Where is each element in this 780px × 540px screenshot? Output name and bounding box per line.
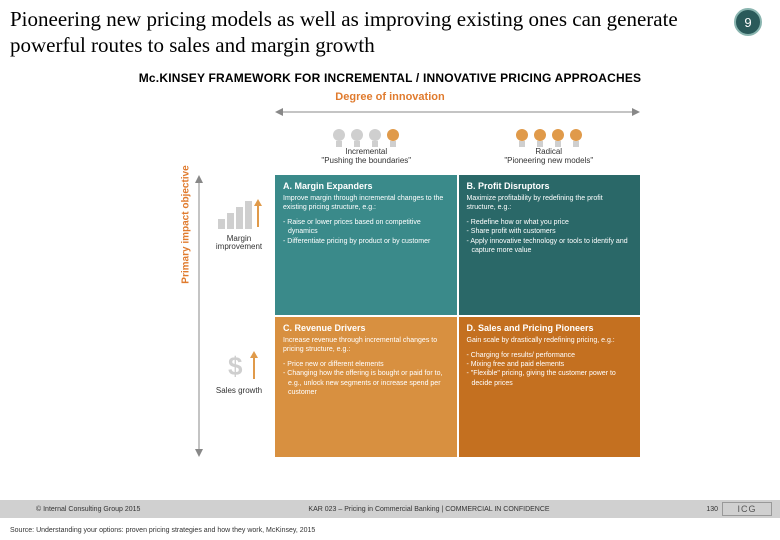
column-headers: Incremental "Pushing the boundaries" Rad… <box>275 147 640 165</box>
source-citation: Source: Understanding your options: prov… <box>10 527 315 534</box>
bars-arrow-icon <box>214 197 264 231</box>
footer-copyright: © Internal Consulting Group 2015 <box>0 506 200 513</box>
lightbulb-icon <box>569 127 583 149</box>
quad-bullet: - Changing how the offering is bought or… <box>283 369 449 397</box>
lightbulb-icon <box>350 127 364 149</box>
quad-bullet: - Share profit with customers <box>467 227 633 236</box>
bulbs-incremental <box>275 117 458 149</box>
lightbulb-icon <box>515 127 529 149</box>
slide-title: Pioneering new pricing models as well as… <box>0 0 780 65</box>
col1-title: Incremental <box>275 147 458 156</box>
col-header-radical: Radical "Pioneering new models" <box>458 147 641 165</box>
col1-sub: "Pushing the boundaries" <box>275 156 458 165</box>
quadrant-grid: A. Margin Expanders Improve margin throu… <box>275 175 640 457</box>
quad-c-bullets: - Price new or different elements - Chan… <box>283 360 449 398</box>
quad-c-title: C. Revenue Drivers <box>283 323 449 333</box>
quad-c-body: Increase revenue through incremental cha… <box>283 336 449 354</box>
y-axis-label: Primary impact objective <box>181 154 192 294</box>
col-header-incremental: Incremental "Pushing the boundaries" <box>275 147 458 165</box>
x-axis-arrow <box>275 107 640 117</box>
quad-bullet: - Redefine how or what you price <box>467 218 633 227</box>
quad-bullet: - "Flexible" pricing, giving the custome… <box>467 369 633 388</box>
y-axis-arrow <box>194 175 204 457</box>
quad-d-body: Gain scale by drastically redefining pri… <box>467 336 633 345</box>
quad-a-body: Improve margin through incremental chang… <box>283 194 449 212</box>
quad-bullet: - Apply innovative technology or tools t… <box>467 237 633 256</box>
bulbs-radical <box>458 117 641 149</box>
framework-diagram: Degree of innovation Incremental "Pushin… <box>120 89 660 469</box>
quad-bullet: - Raise or lower prices based on competi… <box>283 218 449 237</box>
footer-page-number: 130 <box>658 506 718 513</box>
svg-text:$: $ <box>228 351 243 381</box>
quad-bullet: - Differentiate pricing by product or by… <box>283 237 449 246</box>
bulbs-row <box>275 117 640 149</box>
quad-bullet: - Mixing free and paid elements <box>467 360 633 369</box>
footer-bar: © Internal Consulting Group 2015 KAR 023… <box>0 500 780 518</box>
quad-b-body: Maximize profitability by redefining the… <box>467 194 633 212</box>
col2-sub: "Pioneering new models" <box>458 156 641 165</box>
row-icon-margin: Margin improvement <box>206 197 272 253</box>
lightbulb-icon <box>533 127 547 149</box>
quadrant-a-margin-expanders: A. Margin Expanders Improve margin throu… <box>275 175 457 315</box>
quad-b-title: B. Profit Disruptors <box>467 181 633 191</box>
quad-d-title: D. Sales and Pricing Pioneers <box>467 323 633 333</box>
quad-a-title: A. Margin Expanders <box>283 181 449 191</box>
x-axis-label: Degree of innovation <box>120 91 660 103</box>
quad-bullet: - Price new or different elements <box>283 360 449 369</box>
quadrant-d-sales-pricing-pioneers: D. Sales and Pricing Pioneers Gain scale… <box>459 317 641 457</box>
quad-bullet: - Charging for results/ performance <box>467 351 633 360</box>
lightbulb-icon <box>332 127 346 149</box>
footer-logo: ICG <box>722 502 772 516</box>
row1-caption: Margin improvement <box>206 235 272 253</box>
page-number-badge: 9 <box>734 8 762 36</box>
framework-subtitle: Mc.KINSEY FRAMEWORK FOR INCREMENTAL / IN… <box>0 71 780 85</box>
quad-d-bullets: - Charging for results/ performance - Mi… <box>467 351 633 389</box>
quad-a-bullets: - Raise or lower prices based on competi… <box>283 218 449 246</box>
lightbulb-icon <box>551 127 565 149</box>
dollar-arrow-icon: $ <box>214 349 264 383</box>
row-icon-sales: $ Sales growth <box>206 349 272 396</box>
lightbulb-icon <box>368 127 382 149</box>
lightbulb-icon <box>386 127 400 149</box>
quadrant-c-revenue-drivers: C. Revenue Drivers Increase revenue thro… <box>275 317 457 457</box>
row2-caption: Sales growth <box>206 387 272 396</box>
footer-center: KAR 023 – Pricing in Commercial Banking … <box>200 506 658 513</box>
col2-title: Radical <box>458 147 641 156</box>
quadrant-b-profit-disruptors: B. Profit Disruptors Maximize profitabil… <box>459 175 641 315</box>
quad-b-bullets: - Redefine how or what you price - Share… <box>467 218 633 256</box>
